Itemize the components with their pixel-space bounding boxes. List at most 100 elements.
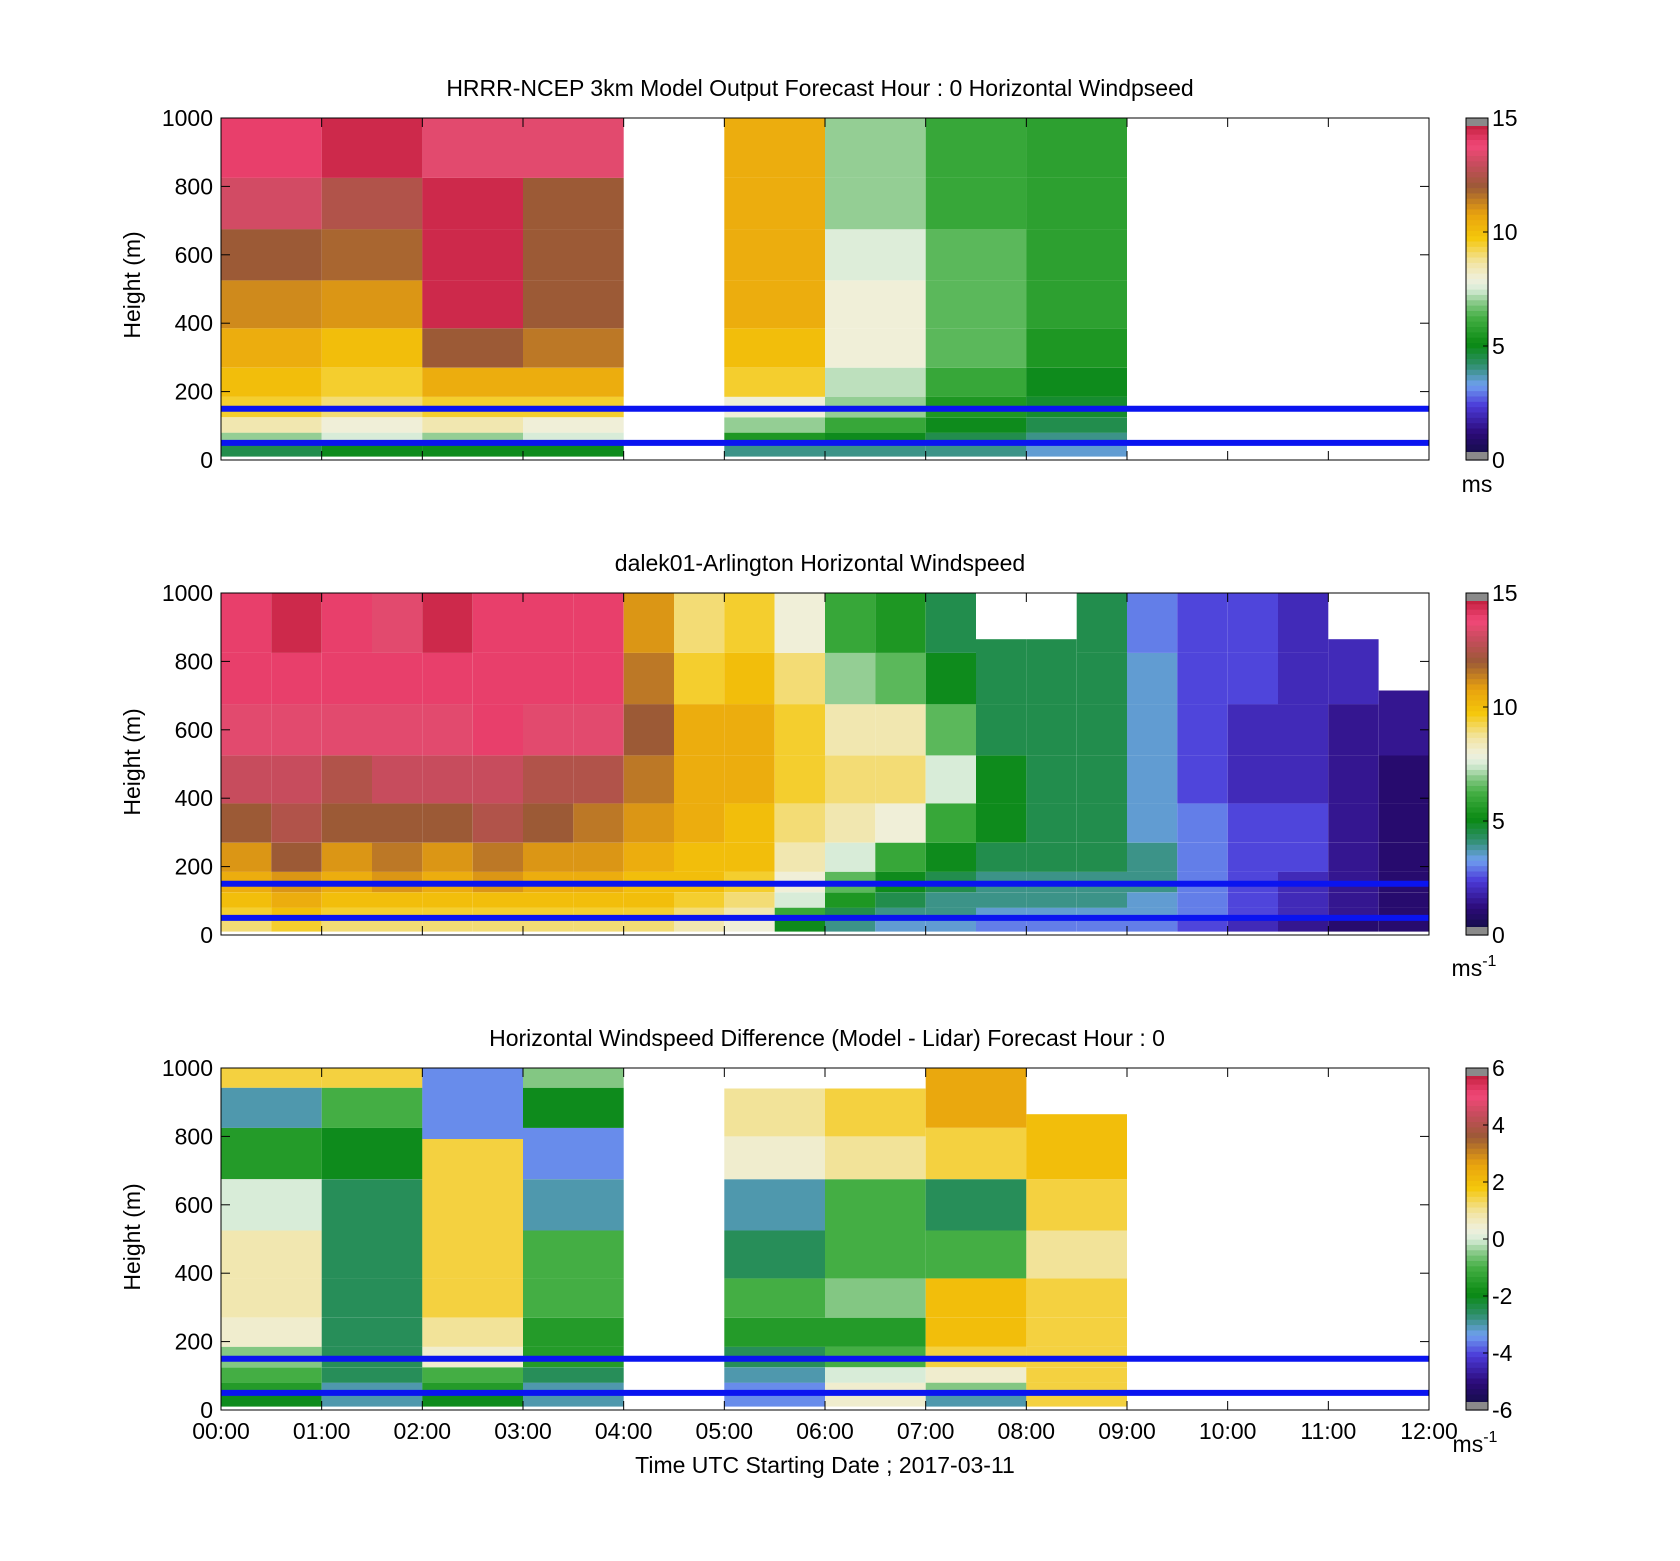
heatmap-cell [1378,842,1429,872]
colorbar-unit-main: ms [1462,471,1493,497]
colorbar-segment [1466,1244,1488,1251]
heatmap-cell [523,445,624,457]
colorbar-segment [1466,417,1488,424]
heatmap-cell [825,1317,926,1347]
heatmap-cell [1278,842,1329,872]
colorbar-tick-label: 15 [1492,580,1518,606]
colorbar-segment [1466,715,1488,722]
heatmap-cell [774,755,825,804]
heatmap-cell [1026,280,1127,329]
colorbar-segment [1466,1132,1488,1139]
colorbar-segment [1466,1249,1488,1256]
colorbar-segment [1466,1169,1488,1176]
heatmap-cell [1177,892,1228,908]
colorbar-tick-label: 5 [1492,333,1505,359]
heatmap-cell [271,755,322,804]
x-tick-label: 08:00 [998,1418,1056,1444]
colorbar-segment [1466,699,1488,706]
heatmap-cell [875,892,926,908]
colorbar-segment [1466,214,1488,221]
reference-lines [221,880,1429,921]
heatmap-cell [573,593,624,653]
heatmap-cell [1227,920,1278,932]
heatmap-cell [925,367,1027,397]
colorbar-segment [1466,433,1488,440]
heatmap-cell [1076,652,1127,705]
colorbar-segment [1466,294,1488,301]
heatmap-cell [422,118,523,178]
colorbar-tick-label: 10 [1492,694,1518,720]
heatmap-cell [774,652,825,705]
colorbar-segment [1466,331,1488,338]
colorbar-segment [1466,1303,1488,1310]
heatmap-cell [724,803,775,843]
colorbar-segment [1466,385,1488,392]
colorbar-segment [1466,369,1488,376]
heatmap-cell [221,1230,322,1279]
y-tick-label: 400 [175,310,213,336]
colorbar-segment [1466,240,1488,247]
heatmap-cell [221,229,322,281]
heatmap-cell [976,842,1027,872]
colorbar-cap [1466,927,1488,935]
heatmap-cell [623,892,674,908]
heatmap-cell [1076,704,1127,756]
colorbar-segment [1466,1287,1488,1294]
panel-difference: Horizontal Windspeed Difference (Model -… [119,1025,1513,1457]
heatmap-cell [825,1230,926,1279]
heatmap-cell [724,1136,825,1180]
colorbar-tick-label: -2 [1492,1283,1512,1309]
colorbar-segment [1466,1110,1488,1117]
colorbar-segment [1466,321,1488,327]
heatmap-cell [523,1278,624,1318]
heatmap-cell [321,280,423,329]
heatmap-cell [825,229,926,281]
heatmap-cell [825,842,876,872]
colorbar-segment [1466,870,1488,877]
heatmap-cells [221,1068,1127,1407]
heatmap-cell [221,842,272,872]
heatmap-cell [271,842,322,872]
heatmap-cell [321,445,423,457]
heatmap-cell [1127,593,1178,653]
colorbar-segment [1466,1174,1488,1181]
colorbar-segment [1466,1078,1488,1085]
heatmap-cell [523,892,574,908]
heatmap-cell [724,367,825,397]
y-tick-label: 1000 [162,1055,213,1081]
colorbar-segment [1466,326,1488,333]
heatmap-cell [422,652,473,705]
heatmap-cell [523,803,574,843]
colorbar-segment [1466,1142,1488,1149]
colorbar-segment [1466,598,1488,605]
y-tick-label: 600 [175,242,213,268]
heatmap-cell [422,803,473,843]
colorbar-segment [1466,1201,1488,1208]
heatmap-cell [724,1230,825,1279]
heatmap-cell [321,593,372,653]
heatmap-cell [825,803,876,843]
colorbar: 0 5 10 15 [1465,105,1518,473]
heatmap-cell [221,417,322,433]
colorbar-segment [1466,363,1488,370]
heatmap-cell [623,803,674,843]
heatmap-cell [221,328,322,368]
heatmap-cell [976,892,1027,908]
heatmap-cell [221,445,322,457]
y-axis-label: Height (m) [119,708,145,815]
y-ticks: 0 200 400 600 800 1000 [162,1055,1429,1423]
colorbar-tick-label: 0 [1492,447,1505,473]
heatmap-cell [774,842,825,872]
colorbar-segment [1466,667,1488,674]
colorbar-segment [1466,235,1488,242]
colorbar-segment [1466,619,1488,626]
heatmap-cell [1278,704,1329,756]
colorbar-segment [1466,267,1488,274]
colorbar-segment [1466,838,1488,845]
heatmap-cell [825,1136,926,1180]
heatmap-cell [1328,639,1379,705]
colorbar-segment [1466,246,1488,253]
heatmap-cell [573,803,624,843]
heatmap-cell [422,328,523,368]
heatmap-cell [825,1367,926,1383]
